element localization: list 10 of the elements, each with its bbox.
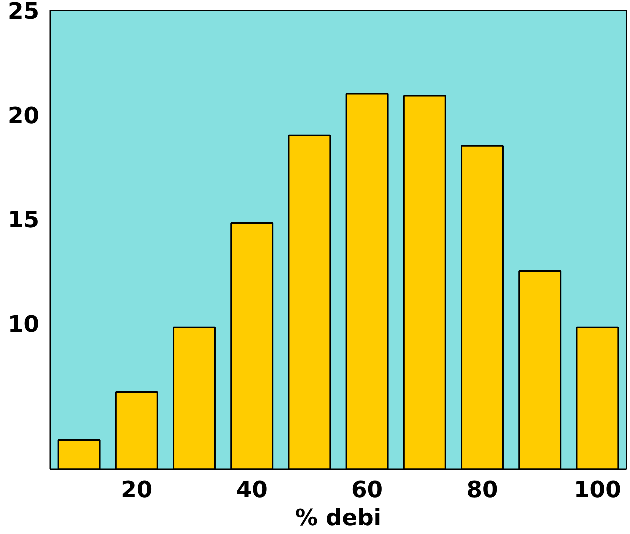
y-tick-label: 15 — [8, 208, 40, 234]
x-axis-title: % debi — [295, 506, 382, 532]
x-tick-label: 80 — [466, 478, 498, 504]
y-tick-label: 20 — [8, 103, 40, 130]
x-tick-label: 20 — [121, 478, 153, 504]
x-tick-label: 40 — [236, 478, 268, 504]
y-tick-label: 10 — [8, 312, 40, 338]
x-tick-label: 100 — [574, 478, 622, 504]
x-tick-label: 60 — [352, 478, 384, 504]
y-tick-label: 25 — [8, 0, 40, 25]
